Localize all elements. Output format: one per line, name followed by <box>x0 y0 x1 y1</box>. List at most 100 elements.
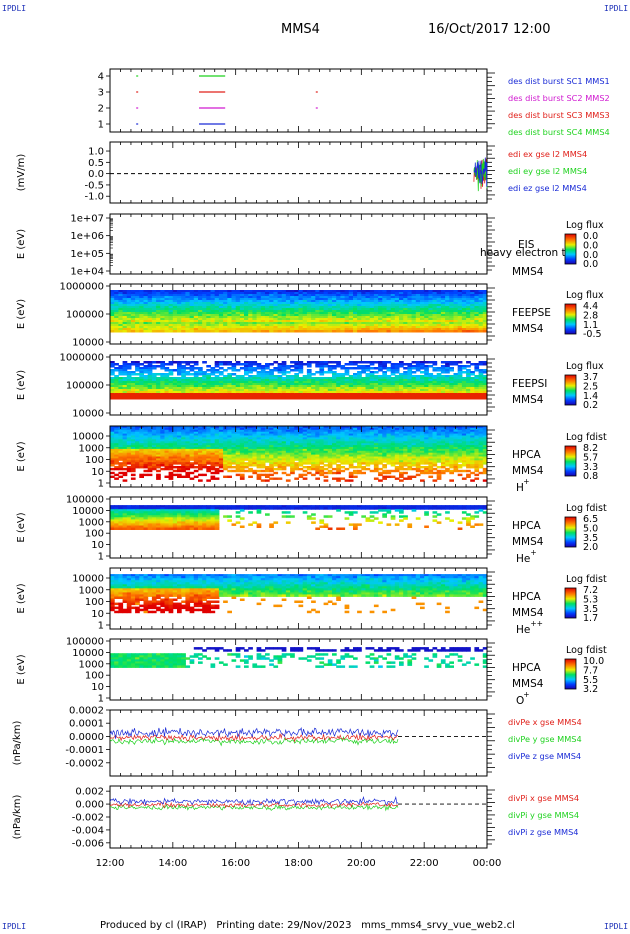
spacecraft-title: MMS4 <box>281 22 320 37</box>
legend-entry: divPe z gse MMS4 <box>508 751 581 761</box>
y-axis-label: E (eV) <box>16 512 27 542</box>
colorbar-tick-label: 1.7 <box>583 613 598 624</box>
colorbar-tick-label: 6.5 <box>583 514 598 525</box>
colorbar-tick-label: 3.5 <box>583 604 598 615</box>
corner-label: IPDLI <box>2 4 27 13</box>
edi-series-line <box>473 157 488 187</box>
x-minor-ticks <box>109 355 488 415</box>
colorbar-tick-label: 0.8 <box>583 471 598 482</box>
instrument-label: HPCA <box>512 591 542 603</box>
y-tick-label: 1000000 <box>59 282 104 293</box>
x-minor-ticks <box>109 142 488 203</box>
y-tick-label: 2 <box>98 104 104 115</box>
y-tick-label: 1e+05 <box>70 249 104 260</box>
y-tick-label: 1000 <box>79 659 104 670</box>
legend-entry: edi ez gse l2 MMS4 <box>508 183 587 193</box>
x-minor-ticks <box>109 214 488 274</box>
instrument-label: HPCA <box>512 449 542 461</box>
y-tick-label: 3 <box>98 88 104 99</box>
y-tick-label: 100000 <box>66 381 104 392</box>
colorbar-tick-label: 5.7 <box>583 452 598 463</box>
right-axis-ticks <box>487 217 495 271</box>
corner-label: IPDLI <box>2 922 27 931</box>
y-axis-label: (nPa/km) <box>12 721 23 766</box>
species-label: O <box>516 695 524 707</box>
footer: Produced by cl (IRAP) Printing date: 29/… <box>100 920 515 931</box>
right-axis-ticks <box>487 287 495 341</box>
eis-panel <box>109 213 488 275</box>
series-line <box>109 801 399 809</box>
right-axis-ticks <box>487 642 495 697</box>
y-tick-label: 10000 <box>72 506 104 517</box>
x-minor-ticks <box>109 639 488 700</box>
colorbar-tick-label: 1.1 <box>583 320 598 331</box>
colorbar-title: Log fdist <box>566 574 607 585</box>
colorbar-title: Log flux <box>566 220 604 231</box>
right-axis-ticks <box>487 145 495 200</box>
colorbar-tick-label: 5.3 <box>583 594 598 605</box>
y-tick-label: 0.002 <box>75 787 104 798</box>
y-tick-label: 10000 <box>72 648 104 659</box>
y-tick-label: 0.0 <box>88 169 104 180</box>
colorbar-tick-label: 5.0 <box>583 523 598 534</box>
y-tick-label: 10000 <box>72 574 104 585</box>
x-minor-ticks <box>109 786 488 848</box>
feepse-heatmap <box>110 290 488 333</box>
y-tick-label: 1e+04 <box>70 267 104 278</box>
series-line <box>109 795 399 807</box>
colorbar-tick-label: 7.2 <box>583 585 598 596</box>
colorbar-tick-label: 2.5 <box>583 381 598 392</box>
y-tick-label: 10 <box>91 609 104 620</box>
species-label: H <box>516 482 524 494</box>
instrument-spacecraft-label: MMS4 <box>512 607 544 619</box>
colorbar <box>564 516 577 548</box>
colorbar <box>564 587 577 619</box>
colorbar-tick-label: 10.0 <box>583 656 604 667</box>
colorbar <box>564 445 577 477</box>
series-line <box>110 803 399 812</box>
species-charge-label: ++ <box>530 619 543 628</box>
y-tick-label: -1.0 <box>84 192 104 203</box>
y-tick-label: 1 <box>98 479 104 490</box>
colorbar-tick-label: 2.0 <box>583 542 598 553</box>
y-axis-label: E (eV) <box>16 299 27 329</box>
y-axis-label: E (eV) <box>16 229 27 259</box>
y-tick-label: 100000 <box>66 495 104 506</box>
y-axis-label: (mV/m) <box>16 154 27 192</box>
y-tick-label: 4 <box>98 72 104 83</box>
species-label: He <box>516 624 530 636</box>
x-minor-ticks <box>109 497 488 558</box>
hpca-h-heatmap <box>110 426 488 482</box>
colorbar-title: Log fdist <box>566 503 607 514</box>
colorbar-tick-label: 0.2 <box>583 400 598 411</box>
series-line <box>109 732 399 743</box>
species-label: He <box>516 553 530 565</box>
colorbar-tick-label: 0.0 <box>583 250 598 261</box>
hpca-he2-heatmap <box>110 574 488 614</box>
y-tick-label: 10000 <box>72 432 104 443</box>
y-tick-label: 100 <box>85 671 104 682</box>
y-tick-label: 1 <box>98 621 104 632</box>
instrument-spacecraft-label: MMS4 <box>512 465 544 477</box>
y-tick-label: 100 <box>85 529 104 540</box>
x-minor-ticks <box>109 426 488 487</box>
series-line <box>109 735 399 747</box>
colorbar <box>564 374 577 406</box>
instrument-label: HPCA <box>512 662 542 674</box>
instrument-spacecraft-label: MMS4 <box>512 678 544 690</box>
legend-entry: des dist burst SC2 MMS2 <box>508 93 610 103</box>
y-tick-label: -0.5 <box>84 180 104 191</box>
x-minor-ticks <box>109 284 488 344</box>
corner-label: IPDLI <box>604 4 629 13</box>
y-axis-label: E (eV) <box>16 583 27 613</box>
y-tick-label: 10 <box>91 682 104 693</box>
right-axis-ticks <box>487 429 495 484</box>
y-tick-label: 0.5 <box>88 158 104 169</box>
y-tick-label: 10 <box>91 540 104 551</box>
colorbar-tick-label: 3.7 <box>583 372 598 383</box>
divpe-panel <box>109 709 488 777</box>
time-tick-label: 14:00 <box>158 858 187 869</box>
y-tick-label: 1e+06 <box>70 231 104 242</box>
feepsi-heatmap <box>110 361 488 400</box>
y-tick-label: 1000000 <box>59 353 104 364</box>
